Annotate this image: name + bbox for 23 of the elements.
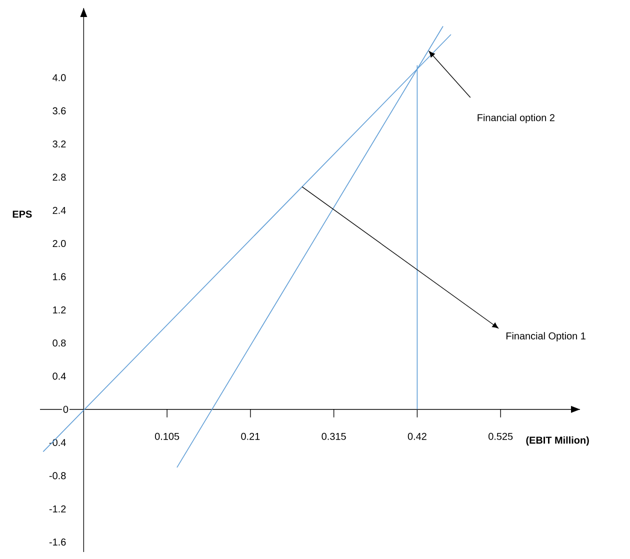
y-tick-label: 1.2 [53,306,66,314]
x-tick-label: 0.525 [488,432,513,440]
y-tick-label: -0.8 [49,472,66,480]
y-tick-label: 0 [63,406,68,413]
y-tick-label: -1.2 [49,505,66,512]
annotation: Financial option 2 [478,114,554,124]
annotation: Financial Option 1 [506,332,586,342]
y-tick-label: 2.4 [52,206,66,214]
y-tick-label: 2.0 [52,240,66,248]
y-tick-label: -1.6 [49,538,66,546]
y-tick-label: 2.8 [52,174,66,181]
x-tick-label: 0.21 [241,432,260,440]
y-tick-label: 4.0 [52,74,66,82]
y-tick-label: 0.4 [52,372,66,380]
y-tick-label: 3.2 [52,140,66,148]
x-axis-title: (EBIT Million) [526,436,589,446]
y-tick-label: 0.8 [52,340,66,347]
y-tick-label: 1.6 [53,273,66,280]
x-tick-label: 0.105 [154,432,180,440]
y-tick-label: 3.6 [52,107,66,114]
x-tick-label: 0.315 [322,432,346,440]
x-tick-label: 0.42 [408,432,426,440]
y-axis-title: EPS [12,210,32,218]
